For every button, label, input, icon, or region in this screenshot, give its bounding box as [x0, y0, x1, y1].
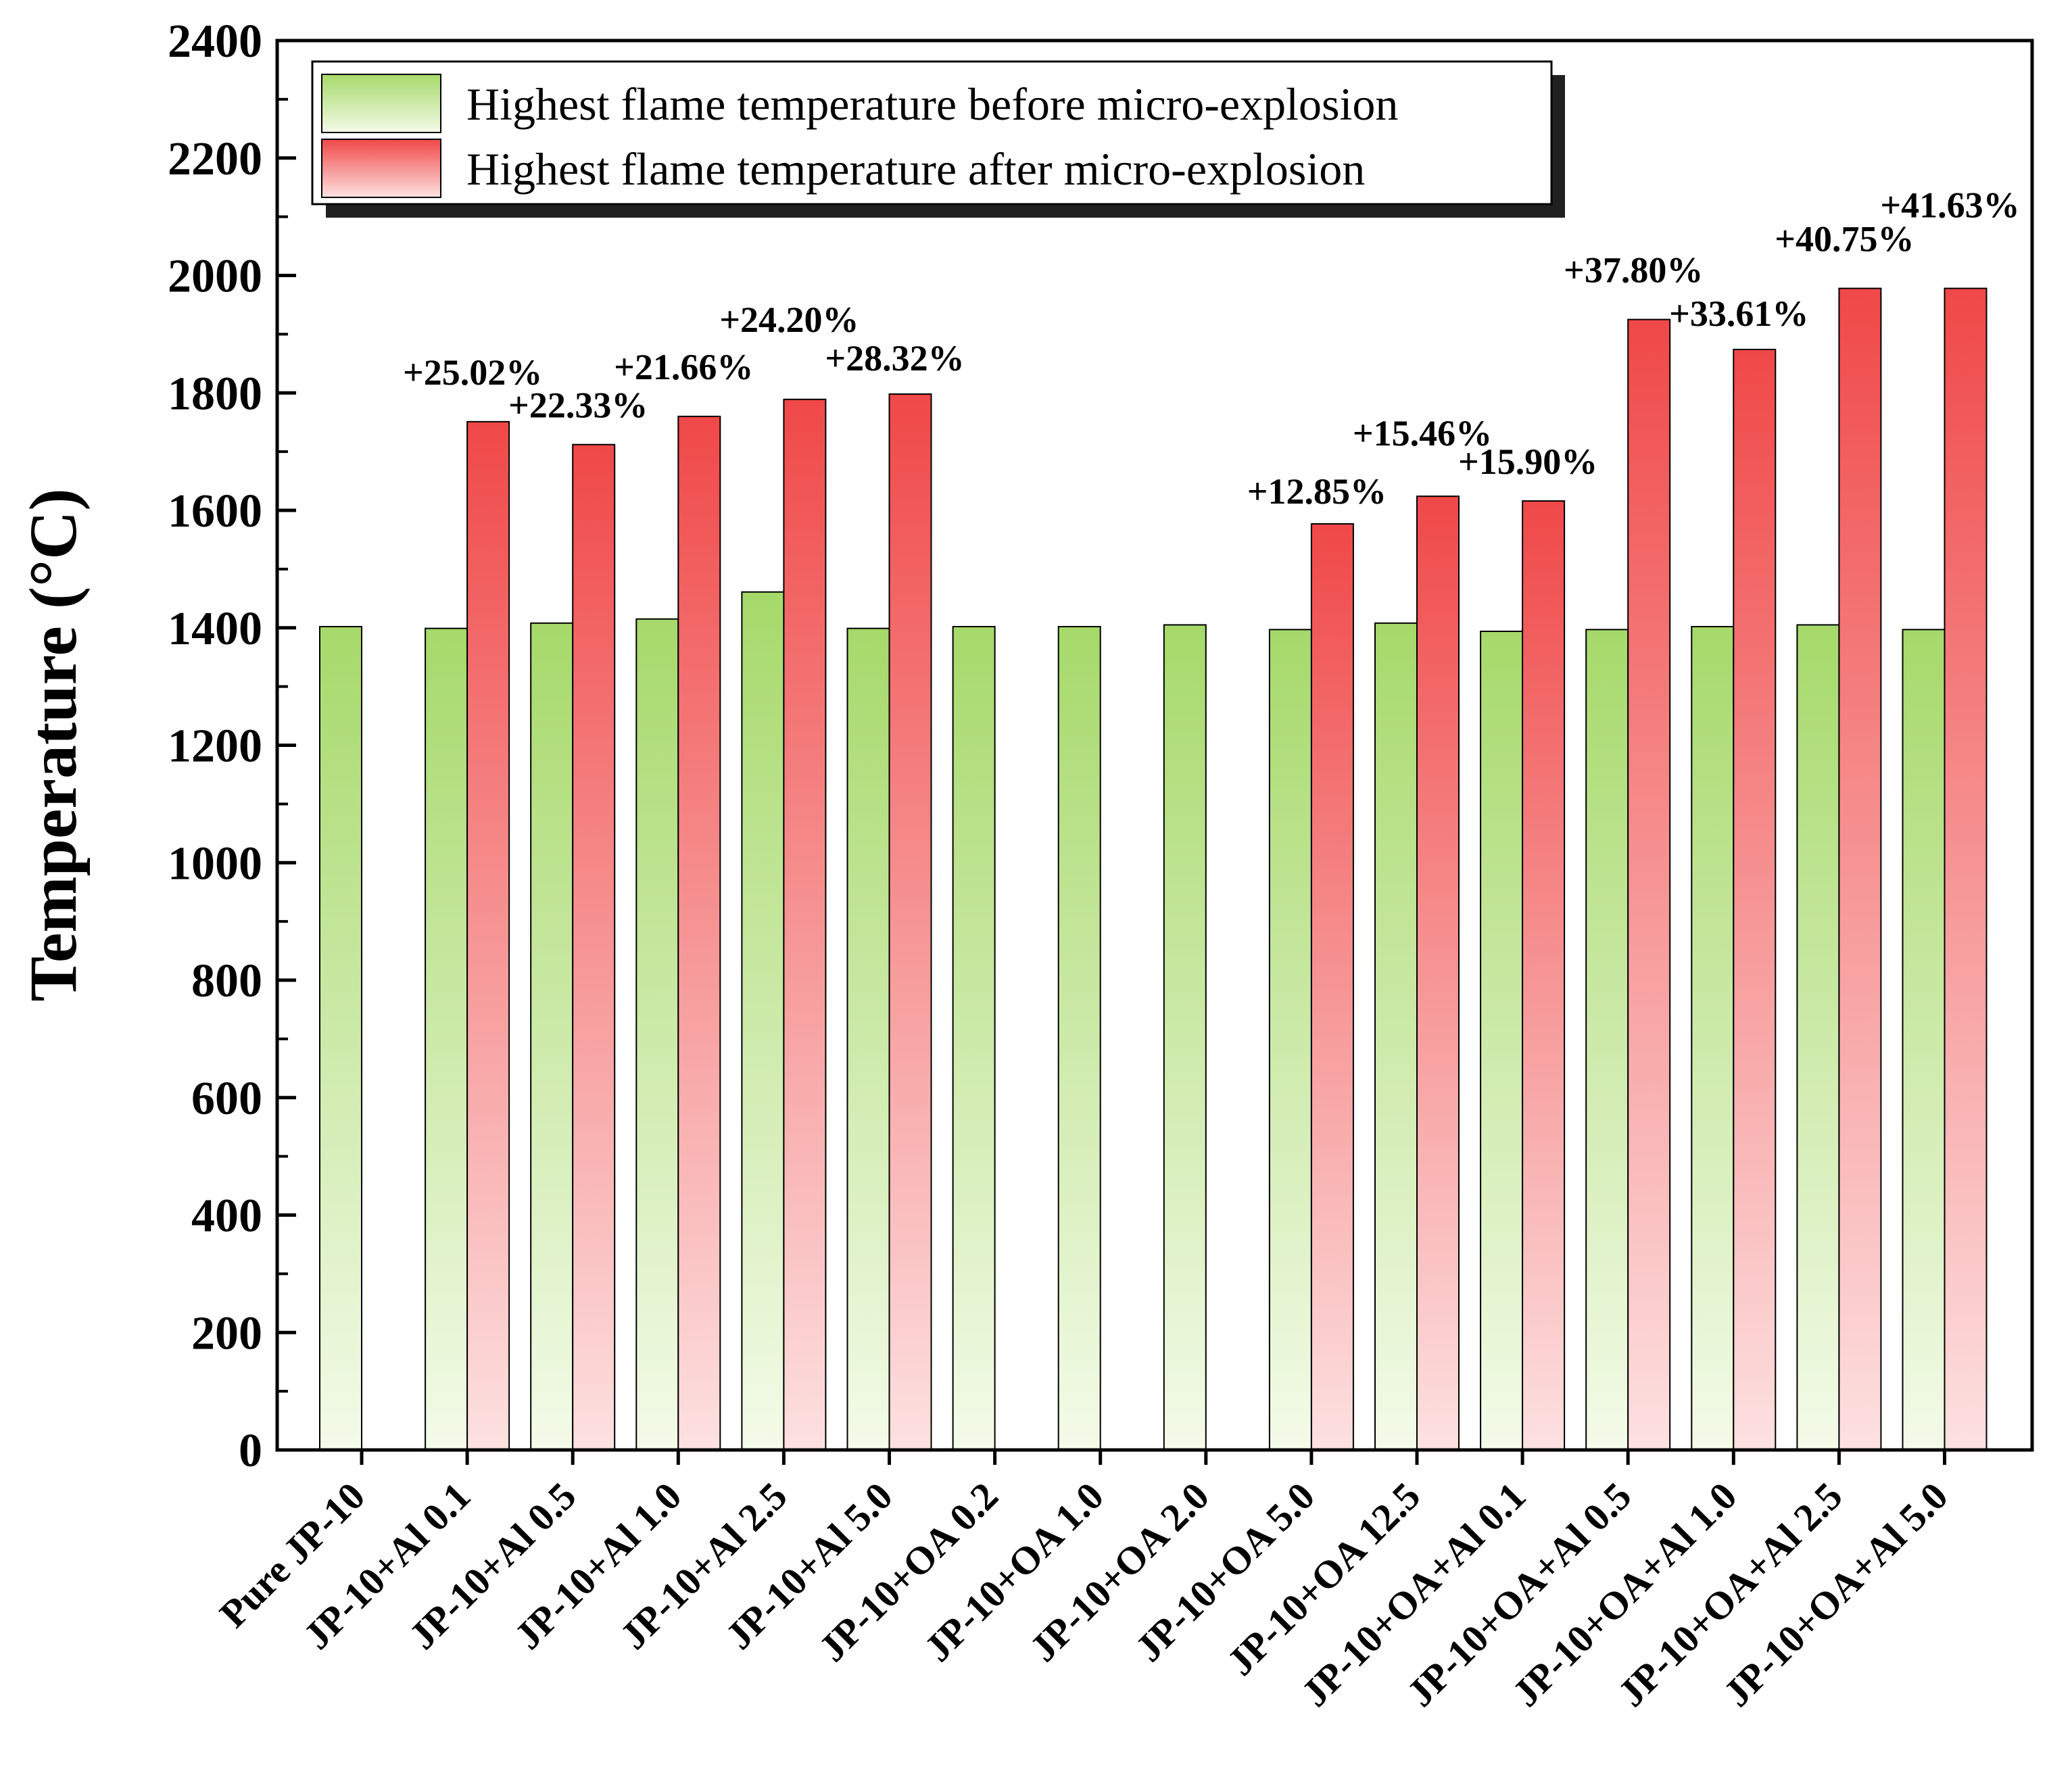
y-tick-label: 2200 [168, 133, 262, 185]
bar-after-micro-explosion [1416, 495, 1460, 1451]
legend-label-after: Highest flame temperature after micro-ex… [466, 143, 1365, 195]
bar-before-micro-explosion [846, 627, 890, 1451]
bar-before-micro-explosion [1585, 629, 1629, 1451]
bar-before-micro-explosion [1691, 626, 1735, 1451]
legend-box [311, 60, 1553, 205]
increase-annotation: +37.80% [1564, 250, 1703, 291]
bar-after-micro-explosion [572, 443, 616, 1451]
y-tick-label: 400 [191, 1190, 262, 1242]
bar-after-micro-explosion [1310, 523, 1354, 1451]
y-tick-label: 800 [191, 955, 262, 1007]
y-tick-label: 1200 [168, 721, 262, 773]
y-tick-label: 200 [191, 1307, 262, 1359]
legend: Highest flame temperature before micro-e… [311, 60, 1565, 218]
bar-before-micro-explosion [1480, 630, 1524, 1451]
bars-layer [319, 287, 1988, 1451]
increase-annotation: +21.66% [614, 347, 753, 387]
bar-before-micro-explosion [1374, 622, 1418, 1451]
increase-annotation: +25.02% [403, 352, 542, 393]
bar-before-micro-explosion [635, 618, 679, 1451]
bar-before-micro-explosion [1902, 629, 1946, 1451]
bar-after-micro-explosion [1944, 287, 1988, 1451]
increase-annotation: +12.85% [1247, 471, 1387, 512]
increase-annotation: +41.63% [1880, 185, 2019, 226]
legend-label-before: Highest flame temperature before micro-e… [466, 78, 1398, 130]
bar-before-micro-explosion [1268, 629, 1312, 1451]
legend-swatch-before [321, 74, 441, 133]
y-tick-label: 0 [239, 1425, 262, 1477]
bar-after-micro-explosion [1627, 318, 1671, 1451]
y-tick-label: 1400 [168, 603, 262, 655]
bar-after-micro-explosion [1522, 500, 1566, 1451]
y-tick-label: 1600 [168, 485, 262, 537]
bar-after-micro-explosion [1838, 287, 1882, 1451]
y-tick-label: 1800 [168, 368, 262, 420]
increase-annotation: +33.61% [1669, 293, 1808, 334]
bar-before-micro-explosion [530, 622, 574, 1451]
y-tick-label: 600 [191, 1073, 262, 1125]
bar-after-micro-explosion [888, 393, 932, 1451]
increase-annotation: +22.33% [508, 385, 648, 426]
bar-before-micro-explosion [1796, 624, 1840, 1451]
y-tick-label: 2000 [168, 251, 262, 303]
bar-before-micro-explosion [952, 626, 996, 1451]
increase-annotation: +24.20% [719, 299, 859, 340]
bar-before-micro-explosion [1163, 624, 1207, 1451]
bar-before-micro-explosion [425, 627, 468, 1451]
annotation-layer: +25.02%+22.33%+21.66% +24.20%+28.32% +12.8… [403, 185, 2020, 512]
y-axis-title: Temperature (°C) [16, 488, 91, 1001]
legend-swatch-after [321, 139, 441, 198]
bar-after-micro-explosion [783, 398, 827, 1451]
increase-annotation: +15.90% [1458, 441, 1597, 482]
y-axis: 0 200 400 600 800 1000 1200 1400 1600 1800 2000 220… [168, 16, 296, 1477]
bar-before-micro-explosion [1057, 626, 1101, 1451]
y-tick-label: 1000 [168, 838, 262, 890]
bar-after-micro-explosion [466, 420, 510, 1451]
increase-annotation: +28.32% [825, 338, 964, 379]
y-tick-label: 2400 [168, 16, 262, 68]
increase-annotation: +15.46% [1353, 413, 1492, 454]
bar-after-micro-explosion [677, 416, 721, 1451]
increase-annotation: +40.75% [1775, 219, 1914, 260]
bar-after-micro-explosion [1733, 348, 1777, 1451]
bar-before-micro-explosion [319, 626, 362, 1451]
bar-before-micro-explosion [741, 591, 785, 1451]
